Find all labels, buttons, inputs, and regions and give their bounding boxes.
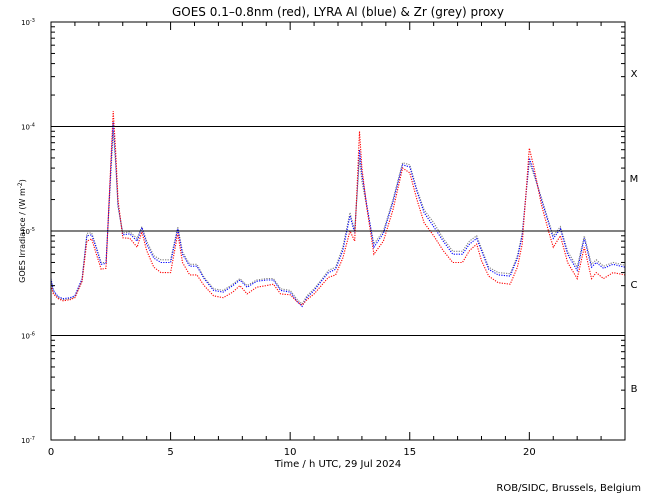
- y-axis-label: GOES Irradiance / (W m-2): [17, 179, 27, 283]
- y-axis-label-exponent: -2: [17, 182, 24, 188]
- y-tick-label: 10-5: [21, 227, 35, 236]
- series-layer: [50, 111, 626, 308]
- x-axis-ticks: 0 5 10 15 20: [48, 22, 626, 458]
- x-tick-label: 0: [48, 447, 54, 458]
- x-axis-label: Time / h UTC, 29 Jul 2024: [274, 459, 402, 470]
- flare-class-label-c: C: [631, 280, 638, 291]
- x-tick-label: 20: [523, 447, 536, 458]
- chart-title: GOES 0.1–0.8nm (red), LYRA Al (blue) & Z…: [172, 5, 504, 19]
- series-line-2: [50, 131, 626, 305]
- flare-class-label-m: M: [630, 174, 639, 185]
- y-tick-label: 10-6: [21, 332, 35, 341]
- credit-text: ROB/SIDC, Brussels, Belgium: [496, 483, 641, 494]
- flare-class-label-b: B: [631, 384, 638, 395]
- y-axis-label-text: GOES Irradiance / (W m: [18, 188, 27, 283]
- y-axis-ticks: 10-3 10-4 10-5 10-6 10-7: [21, 18, 625, 445]
- flare-class-labels: X M C B: [630, 69, 639, 395]
- flare-class-lines: [51, 126, 625, 336]
- y-axis-label-close: ): [18, 179, 27, 182]
- y-tick-label: 10-7: [21, 436, 35, 445]
- y-tick-label: 10-3: [21, 18, 35, 27]
- x-tick-label: 15: [403, 447, 416, 458]
- flare-class-label-x: X: [631, 69, 638, 80]
- series-line-1: [50, 122, 626, 308]
- x-tick-label: 10: [284, 447, 297, 458]
- x-tick-label: 5: [167, 447, 173, 458]
- series-line-0: [50, 111, 626, 306]
- y-tick-label: 10-4: [21, 123, 35, 132]
